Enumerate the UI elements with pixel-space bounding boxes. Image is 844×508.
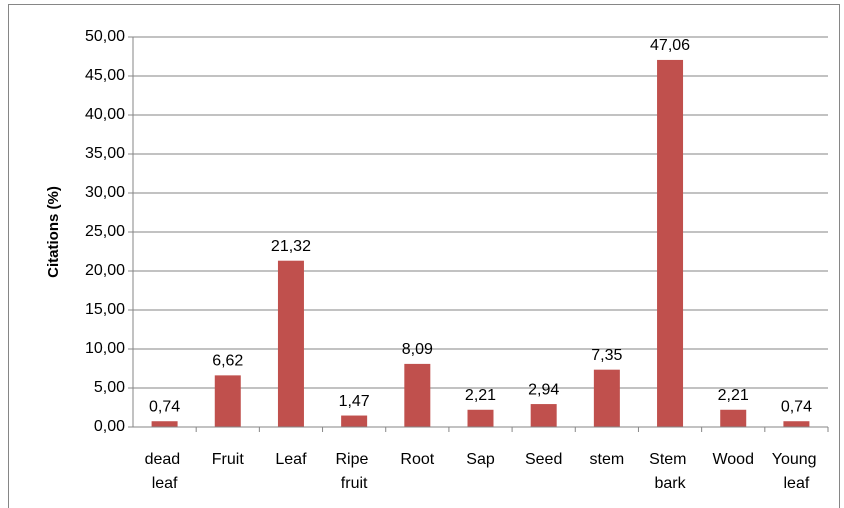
data-label: 2,21 [718, 387, 749, 404]
x-tick-label: Stem bark [649, 451, 691, 492]
bar [404, 363, 431, 427]
x-tick-label: Young leaf [772, 451, 821, 492]
y-tick-label: 5,00 [94, 379, 125, 396]
x-tick-label: Leaf [275, 451, 307, 468]
data-label: 7,35 [591, 347, 622, 364]
bar [151, 421, 178, 427]
y-tick-label: 45,00 [85, 67, 125, 84]
y-tick-label: 0,00 [94, 418, 125, 435]
y-tick-label: 10,00 [85, 340, 125, 357]
y-tick-label: 40,00 [85, 106, 125, 123]
x-tick-label: stem [590, 451, 625, 468]
data-label: 1,47 [339, 393, 370, 410]
x-tick-label: Ripe fruit [335, 451, 372, 492]
data-label: 0,74 [149, 398, 180, 415]
x-tick-label: Seed [525, 451, 562, 468]
y-tick-label: 20,00 [85, 262, 125, 279]
bar [214, 375, 241, 427]
y-tick-label: 15,00 [85, 301, 125, 318]
bar [783, 421, 810, 427]
x-tick-label: dead leaf [145, 451, 185, 492]
y-tick-label: 50,00 [85, 28, 125, 45]
bar [530, 404, 557, 427]
bar [277, 260, 304, 427]
data-label: 2,94 [528, 381, 559, 398]
data-label: 47,06 [650, 37, 690, 54]
x-tick-label: Fruit [212, 451, 245, 468]
data-label: 21,32 [271, 238, 311, 255]
data-label: 8,09 [402, 341, 433, 358]
x-tick-label: Sap [466, 451, 495, 468]
data-label: 0,74 [781, 398, 812, 415]
bar [720, 409, 747, 427]
y-axis-label: Citations (%) [45, 186, 62, 278]
data-label: 6,62 [212, 353, 243, 370]
data-label: 2,21 [465, 387, 496, 404]
x-tick-label: Root [400, 451, 434, 468]
bar [593, 369, 620, 427]
x-tick-label: Wood [712, 451, 754, 468]
chart-frame [8, 4, 840, 508]
y-tick-label: 35,00 [85, 145, 125, 162]
y-tick-label: 25,00 [85, 223, 125, 240]
bar [341, 415, 368, 427]
bar [657, 59, 684, 427]
bar [467, 409, 494, 427]
y-tick-label: 30,00 [85, 184, 125, 201]
